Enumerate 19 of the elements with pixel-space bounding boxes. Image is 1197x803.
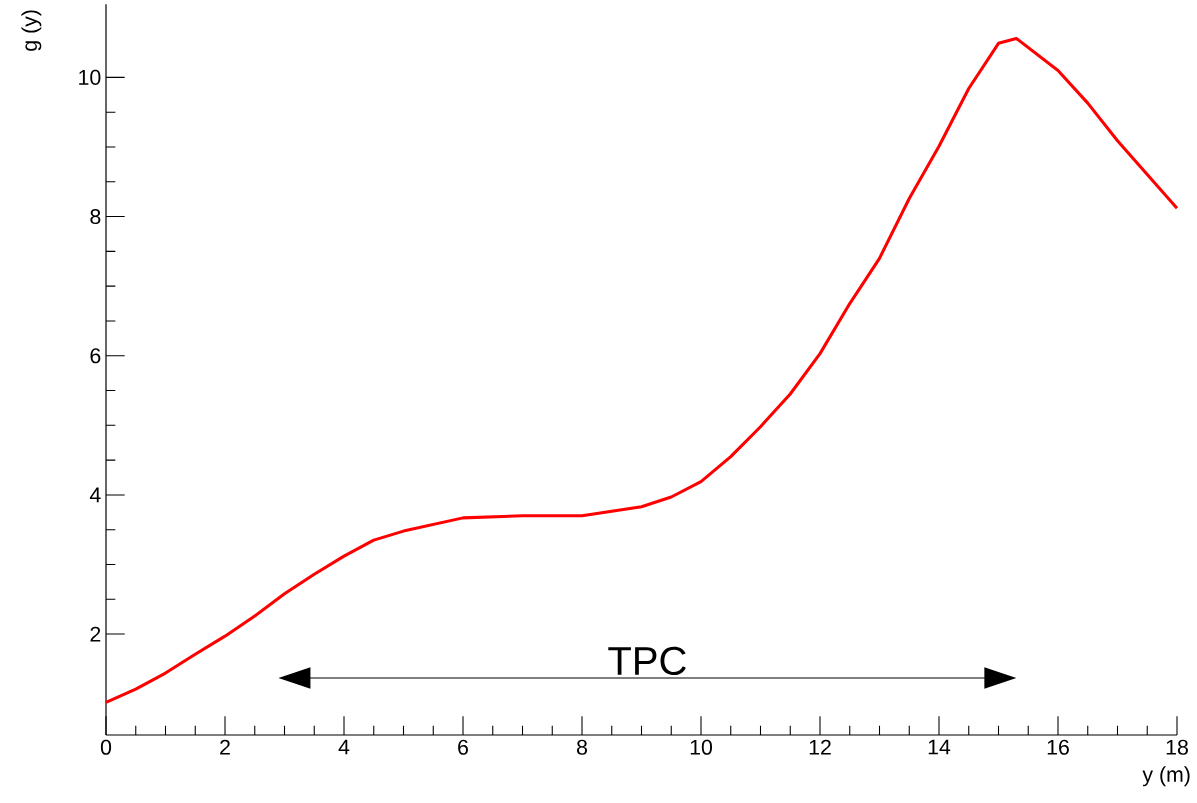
x-tick-label: 4	[338, 739, 350, 755]
x-tick-label: 2	[220, 739, 230, 755]
y-tick-label: 10	[79, 69, 101, 85]
x-tick-label: 0	[100, 739, 112, 755]
x-tick-label: 18	[1166, 739, 1188, 755]
x-tick-label: 6	[458, 739, 468, 755]
y-axis-title: g (y)	[21, 10, 42, 51]
y-tick-label: 6	[90, 348, 101, 364]
x-tick-label: 8	[576, 739, 588, 755]
y-tick-label: 2	[90, 626, 101, 642]
x-tick-label: 10	[690, 739, 713, 755]
y-tick-label: 8	[90, 209, 101, 225]
x-tick-label: 14	[928, 739, 951, 755]
x-tick-label: 16	[1047, 739, 1069, 755]
x-axis-title: y (m)	[1142, 766, 1190, 787]
y-tick-label: 4	[89, 487, 101, 503]
annotation: TPC	[608, 646, 686, 676]
x-tick-label: 12	[809, 739, 831, 755]
line-series	[104, 36, 1179, 704]
